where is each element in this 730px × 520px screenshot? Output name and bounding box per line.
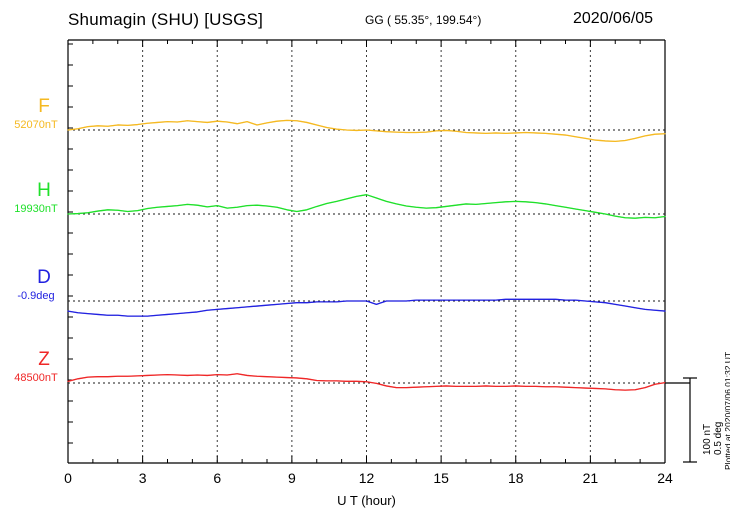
xtick-label-0: 0	[64, 470, 72, 486]
component-baseline-D: -0.9deg	[17, 290, 54, 302]
trace-H	[67, 194, 666, 219]
trace-F	[67, 119, 666, 142]
xtick-label-18: 18	[508, 470, 524, 486]
trace-Z	[67, 373, 666, 391]
xtick-label-6: 6	[213, 470, 221, 486]
xtick-label-15: 15	[433, 470, 449, 486]
component-baseline-F: 52070nT	[14, 119, 58, 131]
xtick-label-9: 9	[288, 470, 296, 486]
component-label-F: F	[38, 96, 50, 117]
plotted-timestamp: Plotted at 2020/07/06 01:32 UT	[723, 351, 730, 470]
geographic-coordinates: GG ( 55.35°, 199.54°)	[365, 13, 482, 27]
component-label-D: D	[37, 267, 51, 288]
component-baseline-H: 19930nT	[14, 203, 58, 215]
scale-bar-nt-label: 100 nT	[702, 423, 713, 455]
xtick-label-21: 21	[583, 470, 599, 486]
x-axis-title: U T (hour)	[337, 493, 396, 508]
observation-date: 2020/06/05	[573, 10, 654, 27]
station-title: Shumagin (SHU) [USGS]	[68, 10, 264, 29]
xtick-label-12: 12	[359, 470, 375, 486]
component-baseline-Z: 48500nT	[14, 372, 58, 384]
component-label-Z: Z	[38, 349, 50, 370]
component-label-H: H	[37, 180, 51, 201]
trace-D	[67, 298, 666, 317]
xtick-label-24: 24	[657, 470, 673, 486]
xtick-label-3: 3	[139, 470, 147, 486]
